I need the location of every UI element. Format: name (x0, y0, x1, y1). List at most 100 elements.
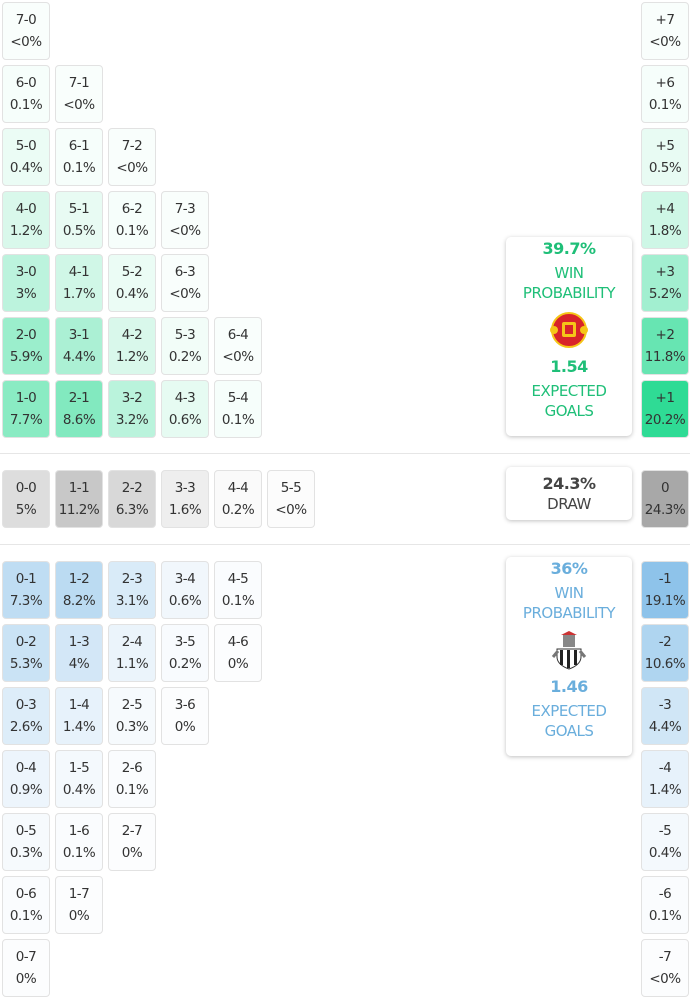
home-scoreline-cell: 4-3 0.6% (161, 380, 209, 438)
away-margin-cell: -7 <0% (641, 939, 689, 997)
score-label: 4-5 (227, 571, 249, 587)
home-xg: 1.54 (550, 357, 588, 376)
away-scoreline-cell: 1-4 1.4% (55, 687, 103, 745)
away-scoreline-cell: 0-1 7.3% (2, 561, 50, 619)
probability-label: 0% (15, 971, 37, 987)
score-label: 3-6 (174, 697, 196, 713)
score-label: 2-2 (121, 480, 143, 496)
away-scoreline-cell: 4-6 0% (214, 624, 262, 682)
score-label: 2-6 (121, 760, 143, 776)
draw-scoreline-cell: 4-4 0.2% (214, 470, 262, 528)
score-label: +3 (655, 264, 675, 280)
score-label: 2-5 (121, 697, 143, 713)
score-label: 4-4 (227, 480, 249, 496)
home-win-label: WIN PROBABILITY (522, 264, 616, 302)
home-scoreline-cell: 7-0 <0% (2, 2, 50, 60)
score-label: 1-7 (68, 886, 90, 902)
score-label: 0-6 (15, 886, 37, 902)
home-scoreline-cell: 6-4 <0% (214, 317, 262, 375)
home-scoreline-cell: 7-3 <0% (161, 191, 209, 249)
home-xg-label: EXPECTED GOALS (531, 382, 607, 420)
probability-label: 7.7% (9, 412, 43, 428)
home-win-pct: 39.7% (542, 239, 596, 258)
probability-label: 5.2% (648, 286, 682, 302)
score-label: 2-0 (15, 327, 37, 343)
home-scoreline-cell: 7-2 <0% (108, 128, 156, 186)
probability-label: <0% (63, 97, 95, 113)
probability-label: 3.1% (115, 593, 149, 609)
away-scoreline-cell: 4-5 0.1% (214, 561, 262, 619)
away-win-pct: 36% (550, 559, 588, 578)
draw-scoreline-cell: 5-5 <0% (267, 470, 315, 528)
home-scoreline-cell: 6-2 0.1% (108, 191, 156, 249)
away-scoreline-cell: 3-4 0.6% (161, 561, 209, 619)
home-scoreline-cell: 4-1 1.7% (55, 254, 103, 312)
away-scoreline-cell: 3-5 0.2% (161, 624, 209, 682)
probability-label: 0.1% (115, 223, 149, 239)
away-margin-cell: -4 1.4% (641, 750, 689, 808)
score-label: -5 (658, 823, 672, 839)
score-label: 1-6 (68, 823, 90, 839)
probability-label: 10.6% (644, 656, 686, 672)
home-scoreline-cell: 5-0 0.4% (2, 128, 50, 186)
probability-label: 0.1% (62, 160, 96, 176)
probability-label: 1.2% (9, 223, 43, 239)
probability-label: 1.4% (62, 719, 96, 735)
probability-label: 8.2% (62, 593, 96, 609)
probability-label: 0.2% (221, 502, 255, 518)
away-scoreline-cell: 0-3 2.6% (2, 687, 50, 745)
probability-label: 0% (121, 845, 143, 861)
score-label: 4-0 (15, 201, 37, 217)
probability-label: 20.2% (644, 412, 686, 428)
probability-label: <0% (169, 286, 201, 302)
probability-label: 0.3% (115, 719, 149, 735)
draw-label: DRAW (547, 494, 591, 513)
away-scoreline-cell: 1-7 0% (55, 876, 103, 934)
score-label: -6 (658, 886, 672, 902)
probability-label: 0.5% (648, 160, 682, 176)
probability-label: 0.9% (9, 782, 43, 798)
score-label: 1-1 (68, 480, 90, 496)
probability-label: 7.3% (9, 593, 43, 609)
home-scoreline-cell: 6-3 <0% (161, 254, 209, 312)
draw-scoreline-cell: 3-3 1.6% (161, 470, 209, 528)
score-label: +2 (655, 327, 675, 343)
home-scoreline-cell: 6-1 0.1% (55, 128, 103, 186)
score-label: 4-6 (227, 634, 249, 650)
probability-label: 0% (68, 908, 90, 924)
probability-label: <0% (649, 34, 681, 50)
score-label: +1 (655, 390, 675, 406)
score-label: 3-0 (15, 264, 37, 280)
probability-label: <0% (222, 349, 254, 365)
home-margin-cell: +5 0.5% (641, 128, 689, 186)
probability-label: 0.1% (648, 97, 682, 113)
probability-label: <0% (275, 502, 307, 518)
score-label: 0-5 (15, 823, 37, 839)
probability-label: 2.6% (9, 719, 43, 735)
probability-label: 0.2% (168, 656, 202, 672)
probability-label: 8.6% (62, 412, 96, 428)
probability-label: 5.9% (9, 349, 43, 365)
probability-label: 1.1% (115, 656, 149, 672)
probability-label: 19.1% (644, 593, 686, 609)
probability-label: 0.1% (9, 908, 43, 924)
away-scoreline-cell: 0-5 0.3% (2, 813, 50, 871)
probability-label: 4.4% (648, 719, 682, 735)
home-margin-cell: +1 20.2% (641, 380, 689, 438)
probability-label: 1.7% (62, 286, 96, 302)
probability-label: 0.1% (221, 593, 255, 609)
probability-label: 0.6% (168, 412, 202, 428)
probability-label: 0.1% (221, 412, 255, 428)
probability-label: 6.3% (115, 502, 149, 518)
home-margin-cell: +6 0.1% (641, 65, 689, 123)
draw-scoreline-cell: 2-2 6.3% (108, 470, 156, 528)
probability-label: 0.5% (62, 223, 96, 239)
score-label: 3-4 (174, 571, 196, 587)
score-label: 6-1 (68, 138, 90, 154)
score-label: 4-2 (121, 327, 143, 343)
score-label: +5 (655, 138, 675, 154)
score-label: +6 (655, 75, 675, 91)
score-label: 5-5 (280, 480, 302, 496)
home-scoreline-cell: 5-4 0.1% (214, 380, 262, 438)
probability-label: <0% (169, 223, 201, 239)
